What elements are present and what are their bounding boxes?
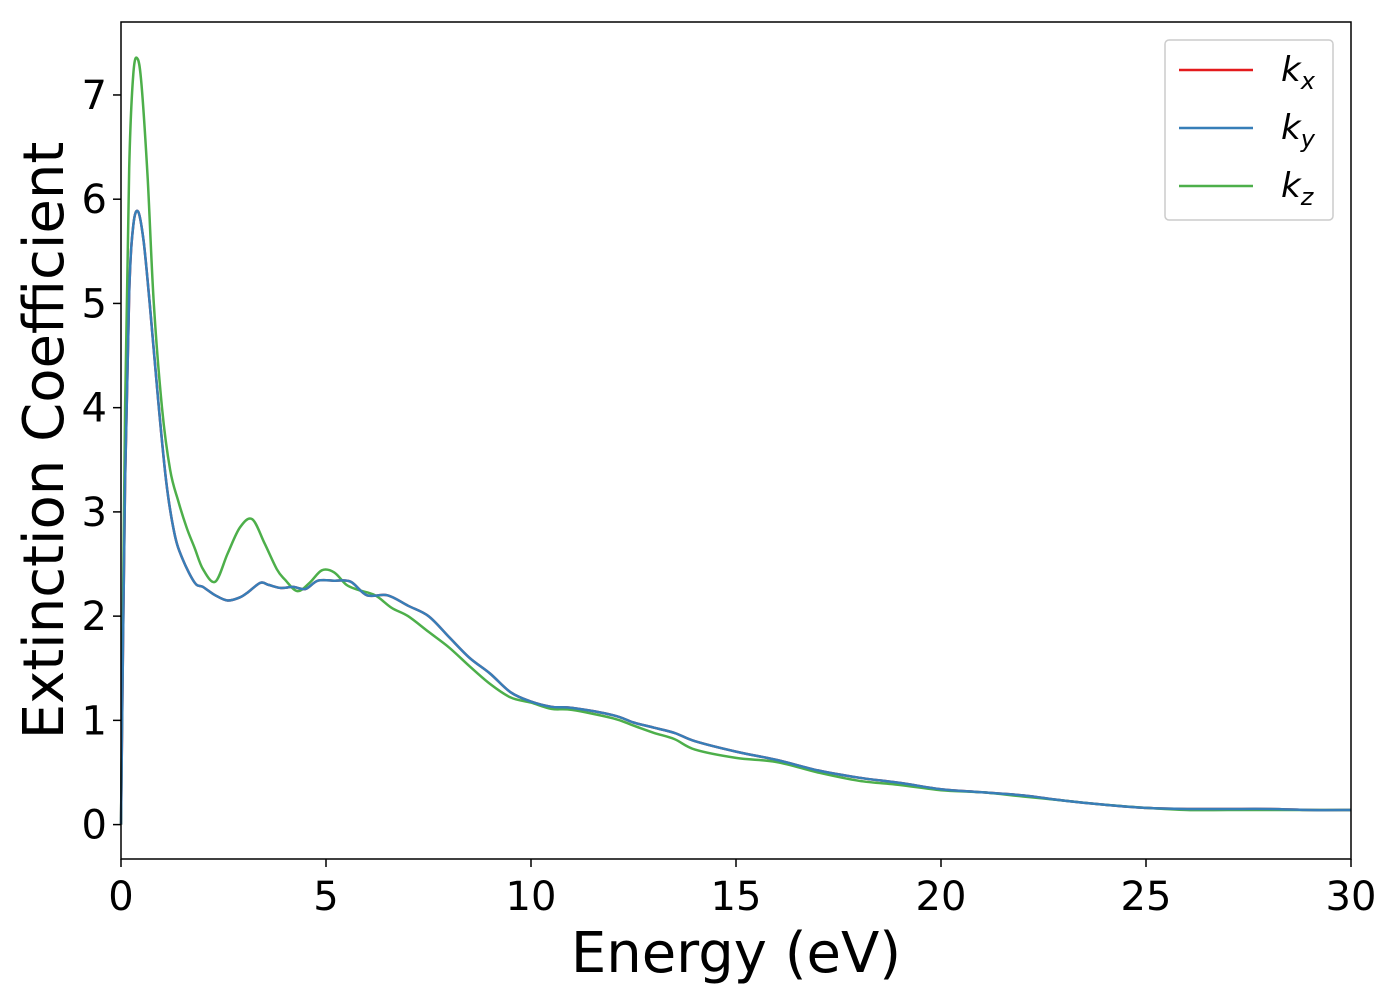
y-axis-ticks: 0 1 2 3 4 5 6 7	[82, 73, 121, 849]
x-tick-label: 20	[916, 874, 967, 920]
series-line-x	[119, 209, 1352, 825]
y-tick-label: 7	[82, 73, 107, 119]
x-axis-title: Energy (eV)	[571, 921, 901, 986]
x-tick-label: 25	[1121, 874, 1172, 920]
y-tick-label: 3	[82, 490, 107, 536]
y-tick-label: 5	[82, 281, 107, 327]
x-tick-label: 30	[1326, 874, 1377, 920]
series-layer	[119, 56, 1352, 825]
y-tick-label: 2	[82, 594, 107, 640]
legend-subscript-x: x	[1300, 67, 1316, 95]
legend-box	[1164, 39, 1334, 221]
x-tick-label: 10	[506, 874, 557, 920]
y-tick-label: 4	[82, 386, 107, 432]
y-axis-title: Extinction Coefficient	[12, 142, 77, 740]
x-axis-ticks: 0 5 10 15 20 25 30	[108, 859, 1376, 920]
y-tick-label: 1	[82, 698, 107, 744]
series-line-y	[119, 209, 1352, 825]
x-tick-label: 5	[313, 874, 338, 920]
legend-subscript-y: y	[1300, 125, 1316, 153]
legend-subscript-z: z	[1300, 183, 1315, 211]
x-tick-label: 0	[108, 874, 133, 920]
y-tick-label: 6	[82, 177, 107, 223]
x-tick-label: 15	[711, 874, 762, 920]
y-tick-label: 0	[82, 803, 107, 849]
